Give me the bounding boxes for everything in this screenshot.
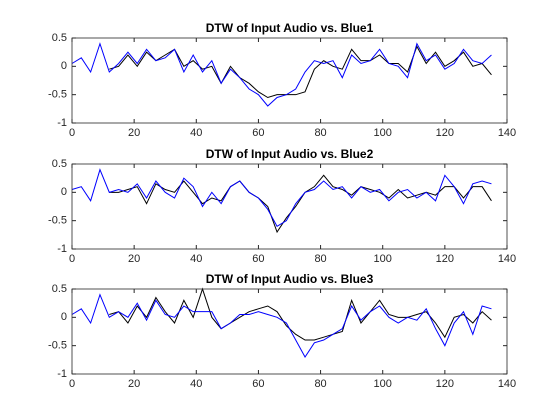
x-tick-label: 40 — [190, 127, 202, 139]
x-tick-label: 80 — [314, 253, 326, 265]
x-tick-label: 40 — [190, 378, 202, 390]
x-tick-label: 80 — [314, 127, 326, 139]
chart-title: DTW of Input Audio vs. Blue2 — [206, 147, 374, 161]
data-line — [71, 168, 492, 228]
x-tick-label: 0 — [69, 127, 75, 139]
x-tick-label: 0 — [69, 378, 75, 390]
x-tick-label: 120 — [436, 378, 454, 390]
y-tick-label: 0.5 — [52, 32, 67, 44]
y-tick-label: -0.5 — [48, 215, 67, 227]
axes-background — [72, 164, 507, 249]
x-tick-label: 20 — [128, 127, 140, 139]
x-tick-label: 100 — [374, 253, 392, 265]
x-tick-label: 140 — [498, 253, 516, 265]
x-tick-label: 20 — [128, 253, 140, 265]
x-tick-label: 100 — [374, 127, 392, 139]
x-tick-label: 40 — [190, 253, 202, 265]
x-tick-label: 140 — [498, 378, 516, 390]
y-tick-label: 0.5 — [52, 158, 67, 170]
data-line — [71, 42, 492, 107]
axes-box — [71, 288, 508, 375]
x-tick-label: 120 — [436, 253, 454, 265]
data-line — [109, 287, 492, 341]
x-tick-label: 60 — [252, 127, 264, 139]
y-tick-label: -1 — [57, 243, 67, 255]
data-line — [71, 293, 492, 358]
axes-box — [71, 37, 508, 124]
y-tick-label: -0.5 — [48, 89, 67, 101]
y-tick-label: 0.5 — [52, 283, 67, 295]
chart-title: DTW of Input Audio vs. Blue3 — [206, 272, 374, 286]
x-tick-label: 120 — [436, 127, 454, 139]
axes-background — [72, 289, 507, 374]
x-tick-label: 20 — [128, 378, 140, 390]
y-tick-label: 0 — [61, 60, 67, 72]
data-line — [109, 174, 492, 234]
y-tick-label: -0.5 — [48, 340, 67, 352]
y-tick-label: -1 — [57, 368, 67, 380]
y-tick-label: 0 — [61, 311, 67, 323]
x-tick-label: 80 — [314, 378, 326, 390]
axes-background — [72, 38, 507, 123]
y-tick-label: 0 — [61, 186, 67, 198]
axes-box — [71, 163, 508, 250]
x-tick-label: 60 — [252, 253, 264, 265]
x-tick-label: 140 — [498, 127, 516, 139]
chart-title: DTW of Input Audio vs. Blue1 — [206, 21, 374, 35]
x-tick-label: 60 — [252, 378, 264, 390]
x-tick-label: 0 — [69, 253, 75, 265]
y-tick-label: -1 — [57, 117, 67, 129]
x-tick-label: 100 — [374, 378, 392, 390]
